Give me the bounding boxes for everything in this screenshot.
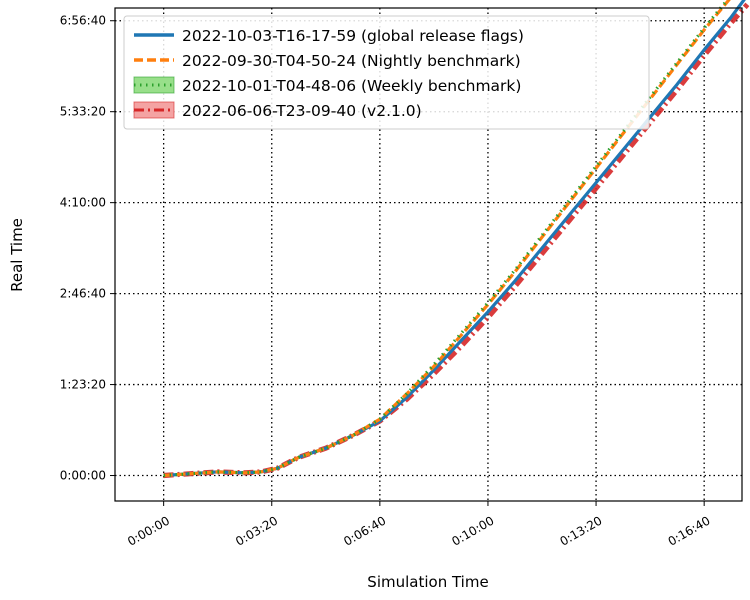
plot-area: [163, 0, 750, 479]
legend-label-1: 2022-09-30-T04-50-24 (Nightly benchmark): [182, 52, 521, 70]
x-tick-label: 0:10:00: [449, 513, 496, 548]
x-tick-label: 0:03:20: [233, 513, 280, 548]
y-tick-label: 1:23:20: [60, 378, 106, 392]
legend-box: [123, 15, 650, 130]
x-axis: 0:00:00 0:03:20 0:06:40 0:10:00 0:13:20 0:16:…: [125, 501, 713, 549]
x-tick-label: 0:00:00: [125, 513, 172, 548]
axes-frame: [114, 7, 743, 502]
legend-label-3: 2022-06-06-T23-09-40 (v2.1.0): [182, 102, 422, 120]
x-tick-label: 0:13:20: [557, 513, 604, 548]
y-tick-label: 0:00:00: [60, 469, 106, 483]
x-axis-label: Simulation Time: [367, 573, 488, 591]
legend: 2022-10-03-T16-17-59 (global release fla…: [123, 15, 650, 130]
legend-label-0: 2022-10-03-T16-17-59 (global release fla…: [182, 27, 524, 45]
x-tick-label: 0:16:40: [666, 513, 713, 548]
y-tick-label: 6:56:40: [60, 14, 106, 28]
y-tick-label: 2:46:40: [60, 287, 106, 301]
y-axis-label: Real Time: [8, 218, 26, 292]
y-tick-label: 5:33:20: [60, 105, 106, 119]
x-tick-label: 0:06:40: [341, 513, 388, 548]
y-axis: 0:00:00 1:23:20 2:46:40 4:10:00 5:33:20 6:56:…: [60, 14, 115, 483]
y-tick-label: 4:10:00: [60, 196, 106, 210]
legend-label-2: 2022-10-01-T04-48-06 (Weekly benchmark): [182, 77, 521, 95]
